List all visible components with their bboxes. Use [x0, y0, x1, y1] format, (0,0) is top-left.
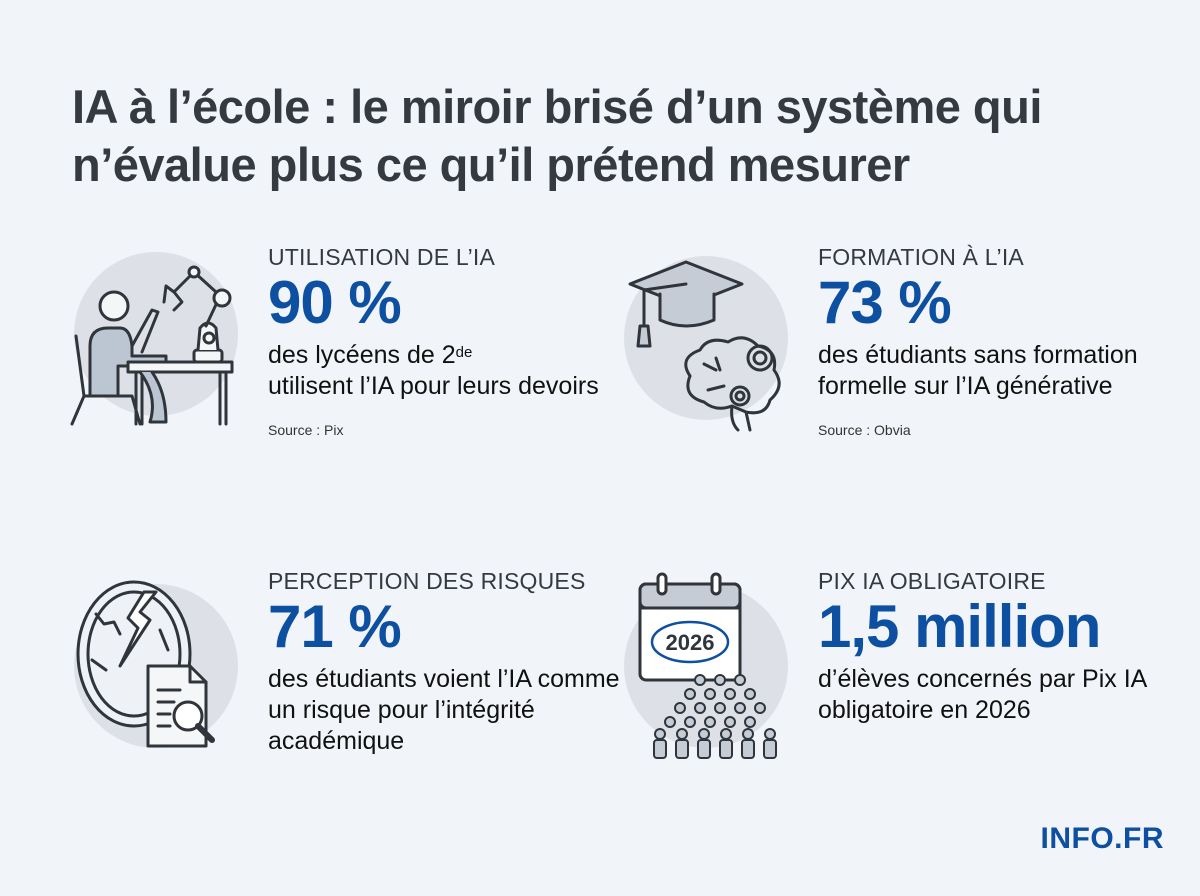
- svg-text:2026: 2026: [666, 630, 715, 655]
- student-robot-arm-icon: [70, 246, 250, 436]
- stat-description: des lycéens de 2de utilisent l’IA pour le…: [268, 341, 599, 400]
- stat-description: d’élèves concernés par Pix IA obligatoir…: [818, 665, 1146, 724]
- stat-value: 1,5 million: [818, 593, 1101, 660]
- graduation-cap-brain-icon: [620, 246, 800, 436]
- stat-ai-training: FORMATION À L’IA 73 % des étudiants sans…: [620, 236, 1180, 496]
- stat-risk-perception: PERCEPTION DES RISQUES 71 % des étudiant…: [70, 560, 630, 820]
- brand-logo: INFO.FR: [1040, 822, 1164, 855]
- stat-label: FORMATION À L’IA: [818, 244, 1024, 270]
- broken-mirror-document-icon: [70, 570, 250, 760]
- stat-value: 71 %: [268, 593, 402, 660]
- stat-label: PERCEPTION DES RISQUES: [268, 568, 586, 594]
- stat-description: des étudiants sans formation formelle su…: [818, 341, 1138, 400]
- page-title: IA à l’école : le miroir brisé d’un syst…: [72, 80, 1042, 191]
- stat-description: des étudiants voient l’IA comme un risqu…: [268, 665, 620, 755]
- calendar-crowd-icon: 2026: [620, 570, 800, 760]
- stat-source: Source : Obvia: [818, 422, 911, 438]
- stat-label: PIX IA OBLIGATOIRE: [818, 568, 1046, 594]
- stat-value: 90 %: [268, 269, 402, 336]
- stat-label: UTILISATION DE L’IA: [268, 244, 496, 270]
- stat-pix-ia-mandatory: 2026 PIX IA OBLIGATOIRE 1,5 million d’él…: [620, 560, 1180, 820]
- stat-source: Source : Pix: [268, 422, 344, 438]
- stat-ai-usage: UTILISATION DE L’IA 90 % des lycéens de …: [70, 236, 630, 496]
- stat-value: 73 %: [818, 269, 952, 336]
